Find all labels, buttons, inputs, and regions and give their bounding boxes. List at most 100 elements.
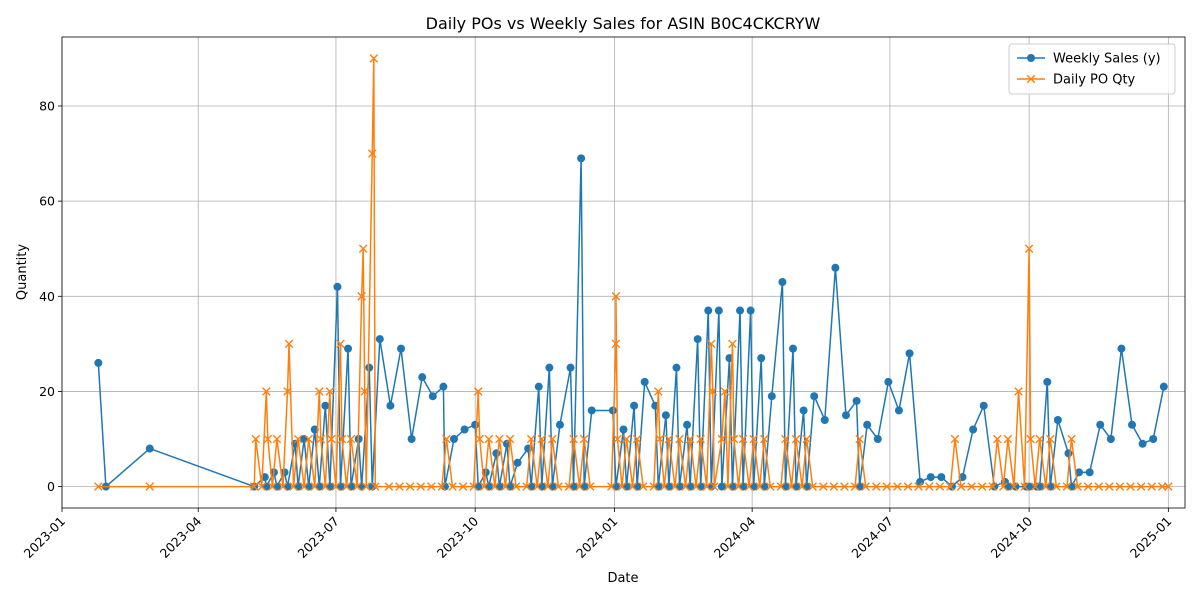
data-point — [628, 482, 637, 491]
data-point — [749, 434, 758, 444]
data-point — [969, 425, 978, 434]
data-point — [361, 482, 371, 491]
data-point — [501, 482, 510, 491]
data-point — [1085, 468, 1094, 477]
data-point — [333, 282, 342, 291]
data-point — [723, 482, 733, 491]
data-point — [776, 482, 786, 491]
data-point — [884, 377, 893, 386]
data-point — [871, 482, 881, 491]
data-point — [249, 482, 259, 491]
data-point — [492, 449, 501, 458]
data-point — [460, 425, 469, 434]
data-point — [744, 482, 754, 491]
data-point — [505, 434, 515, 444]
data-point — [278, 482, 288, 491]
data-point — [448, 482, 457, 491]
data-point — [1147, 482, 1156, 491]
data-point — [914, 482, 923, 491]
data-point — [405, 482, 415, 491]
data-point — [1046, 434, 1055, 444]
data-point — [799, 406, 808, 415]
data-point — [714, 306, 723, 315]
data-point — [810, 392, 819, 401]
data-point — [717, 434, 727, 444]
data-point — [577, 154, 586, 163]
data-point — [145, 482, 155, 491]
data-point — [655, 434, 665, 444]
data-point — [926, 473, 935, 482]
x-tick-label: 2023-07 — [295, 514, 343, 562]
data-point — [357, 291, 366, 301]
data-point — [946, 482, 955, 491]
legend-label: Daily PO Qty — [1053, 73, 1136, 88]
data-point — [94, 482, 103, 491]
data-point — [344, 344, 353, 353]
data-point — [607, 482, 616, 491]
data-point — [346, 434, 356, 444]
data-point — [564, 482, 574, 491]
data-point — [293, 434, 303, 444]
data-point — [1062, 482, 1072, 491]
data-point — [797, 482, 807, 491]
data-point — [789, 344, 798, 353]
data-point — [950, 434, 960, 444]
data-point — [321, 482, 330, 491]
data-point — [670, 482, 680, 491]
data-point — [706, 339, 716, 349]
data-point — [370, 482, 380, 491]
data-point — [766, 482, 775, 491]
data-point — [336, 339, 345, 349]
data-point — [513, 458, 522, 467]
data-point — [545, 363, 554, 372]
data-point — [757, 354, 766, 363]
y-tick-label: 60 — [39, 194, 55, 209]
data-point — [640, 377, 649, 386]
data-point — [1020, 482, 1029, 491]
data-point — [654, 387, 663, 396]
data-point — [284, 339, 294, 349]
data-point — [1064, 449, 1073, 458]
data-point — [272, 434, 282, 444]
data-point — [367, 149, 377, 158]
data-point — [587, 406, 596, 415]
data-point — [1067, 434, 1076, 444]
data-point — [1094, 482, 1104, 491]
data-point — [94, 358, 103, 367]
data-point — [905, 349, 914, 358]
data-point — [490, 482, 500, 491]
data-point — [660, 482, 669, 491]
data-point — [935, 482, 945, 491]
data-point — [1126, 482, 1135, 491]
data-point — [893, 482, 902, 491]
data-point — [495, 434, 504, 444]
data-point — [1009, 482, 1019, 491]
data-point — [426, 482, 436, 491]
data-point — [802, 434, 811, 444]
data-point — [469, 482, 478, 491]
data-point — [850, 482, 860, 491]
data-point — [638, 482, 648, 491]
data-point — [710, 482, 719, 491]
data-point — [728, 339, 737, 349]
data-point — [257, 482, 267, 491]
data-point — [532, 482, 542, 491]
data-point — [522, 482, 531, 491]
data-point — [262, 387, 271, 396]
data-point — [325, 387, 335, 396]
data-point — [649, 482, 659, 491]
data-point — [820, 415, 829, 424]
series-daily-po-qty — [94, 54, 1173, 491]
data-point — [437, 482, 447, 491]
data-point — [566, 363, 575, 372]
x-tick-label: 2024-01 — [573, 514, 621, 562]
data-point — [1026, 434, 1035, 444]
data-point — [685, 434, 695, 444]
data-point — [386, 401, 395, 410]
data-point — [619, 425, 628, 434]
data-point — [555, 420, 564, 429]
data-point — [289, 482, 298, 491]
data-point — [537, 434, 547, 444]
data-point — [734, 482, 743, 491]
